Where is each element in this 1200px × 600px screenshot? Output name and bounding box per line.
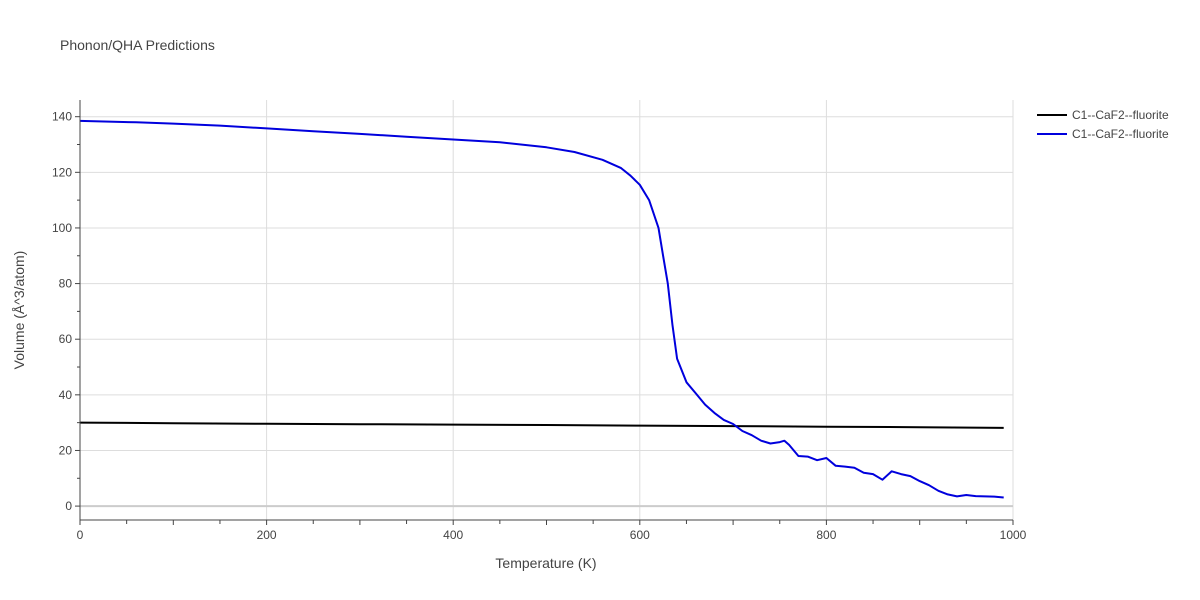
x-tick-label: 800 [816,528,836,542]
y-axis-title: Volume (Å^3/atom) [11,251,27,370]
x-tick-label: 1000 [1000,528,1027,542]
x-tick-label: 200 [257,528,277,542]
x-tick-label: 0 [77,528,84,542]
y-tick-label: 120 [52,165,72,179]
axes-layer: 0 200 400 600 800 1000 0 20 40 60 80 100 120 140 [52,100,1027,542]
legend[interactable]: C1--CaF2--fluorite C1--CaF2--fluorite [1037,108,1169,141]
y-tick-label: 20 [59,443,73,457]
chart-title: Phonon/QHA Predictions [60,37,215,53]
grid-layer [80,100,1014,520]
x-tick-label: 400 [443,528,463,542]
x-axis-title: Temperature (K) [495,555,596,571]
series-line-1[interactable] [79,421,1004,429]
y-tick-label: 0 [65,499,72,513]
legend-label: C1--CaF2--fluorite [1072,127,1169,141]
series-layer [79,119,1004,499]
legend-label: C1--CaF2--fluorite [1072,108,1169,122]
y-tick-label: 100 [52,221,72,235]
series-line-2[interactable] [79,119,1004,499]
y-tick-label: 40 [59,388,73,402]
y-tick-label: 140 [52,110,72,124]
legend-item-1[interactable]: C1--CaF2--fluorite [1037,108,1169,122]
y-tick-label: 80 [59,277,73,291]
legend-item-2[interactable]: C1--CaF2--fluorite [1037,127,1169,141]
x-tick-label: 600 [630,528,650,542]
y-tick-label: 60 [59,332,73,346]
